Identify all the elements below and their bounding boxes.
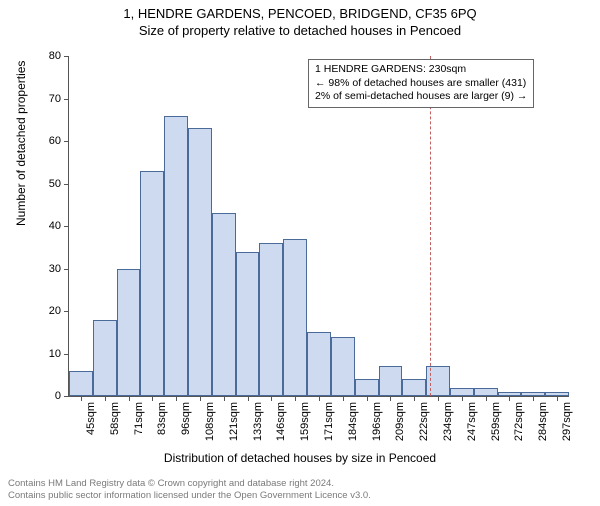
- y-tick-mark: [64, 354, 69, 355]
- x-tick-mark: [248, 396, 249, 401]
- x-tick-mark: [200, 396, 201, 401]
- x-tick-mark: [486, 396, 487, 401]
- histogram-bar: [450, 388, 474, 397]
- histogram-bar: [355, 379, 379, 396]
- y-tick-label: 70: [29, 93, 61, 105]
- chart-area: 0102030405060708045sqm58sqm71sqm83sqm96s…: [68, 56, 568, 396]
- y-axis-label: Number of detached properties: [14, 61, 28, 226]
- histogram-bar: [164, 116, 188, 397]
- histogram-bar: [331, 337, 355, 397]
- footer-attribution: Contains HM Land Registry data © Crown c…: [8, 478, 371, 502]
- footer-line2: Contains public sector information licen…: [8, 490, 371, 502]
- histogram-bar: [259, 243, 283, 396]
- x-tick-mark: [271, 396, 272, 401]
- y-tick-label: 60: [29, 135, 61, 147]
- x-tick-mark: [390, 396, 391, 401]
- histogram-bar: [307, 332, 331, 396]
- y-tick-label: 20: [29, 305, 61, 317]
- y-tick-mark: [64, 311, 69, 312]
- histogram-bar: [283, 239, 307, 396]
- histogram-bar: [236, 252, 260, 397]
- x-tick-mark: [343, 396, 344, 401]
- x-tick-mark: [509, 396, 510, 401]
- y-tick-mark: [64, 226, 69, 227]
- x-axis-label: Distribution of detached houses by size …: [0, 451, 600, 465]
- x-tick-mark: [367, 396, 368, 401]
- chart-title-main: 1, HENDRE GARDENS, PENCOED, BRIDGEND, CF…: [0, 6, 600, 21]
- x-tick-mark: [319, 396, 320, 401]
- x-tick-mark: [295, 396, 296, 401]
- histogram-bar: [117, 269, 141, 397]
- x-tick-mark: [533, 396, 534, 401]
- annotation-line2: ← 98% of detached houses are smaller (43…: [315, 77, 527, 91]
- x-tick-mark: [438, 396, 439, 401]
- histogram-bar: [188, 128, 212, 396]
- footer-line1: Contains HM Land Registry data © Crown c…: [8, 478, 371, 490]
- y-tick-mark: [64, 141, 69, 142]
- x-tick-mark: [81, 396, 82, 401]
- annotation-line1: 1 HENDRE GARDENS: 230sqm: [315, 63, 527, 77]
- annotation-box: 1 HENDRE GARDENS: 230sqm ← 98% of detach…: [308, 59, 534, 108]
- x-tick-mark: [152, 396, 153, 401]
- y-tick-mark: [64, 269, 69, 270]
- histogram-bar: [69, 371, 93, 397]
- histogram-bar: [93, 320, 117, 397]
- x-tick-mark: [557, 396, 558, 401]
- histogram-bar: [212, 213, 236, 396]
- x-tick-mark: [462, 396, 463, 401]
- chart-title-sub: Size of property relative to detached ho…: [0, 23, 600, 38]
- histogram-bar: [379, 366, 403, 396]
- annotation-line3: 2% of semi-detached houses are larger (9…: [315, 90, 527, 104]
- histogram-bar: [474, 388, 498, 397]
- x-tick-mark: [176, 396, 177, 401]
- x-tick-mark: [129, 396, 130, 401]
- x-tick-mark: [414, 396, 415, 401]
- y-tick-mark: [64, 99, 69, 100]
- x-tick-mark: [105, 396, 106, 401]
- y-tick-label: 0: [29, 390, 61, 402]
- histogram-bar: [402, 379, 426, 396]
- x-tick-mark: [224, 396, 225, 401]
- y-tick-label: 40: [29, 220, 61, 232]
- histogram-bar: [140, 171, 164, 396]
- y-tick-label: 80: [29, 50, 61, 62]
- y-tick-mark: [64, 184, 69, 185]
- y-tick-label: 50: [29, 178, 61, 190]
- y-tick-mark: [64, 56, 69, 57]
- y-tick-mark: [64, 396, 69, 397]
- y-tick-label: 30: [29, 263, 61, 275]
- y-tick-label: 10: [29, 348, 61, 360]
